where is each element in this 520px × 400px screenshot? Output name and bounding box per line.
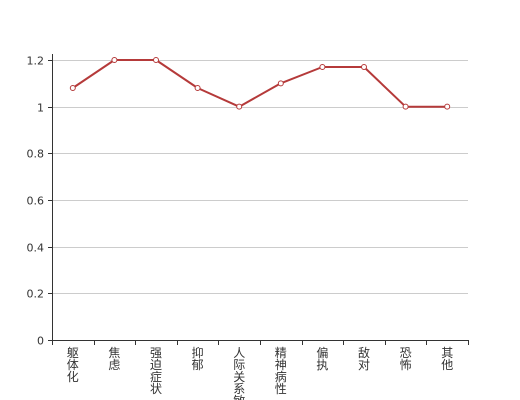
data-point	[194, 85, 201, 91]
x-tick-label: 焦虑	[108, 346, 120, 372]
y-tick-label: 0.8	[27, 148, 45, 161]
x-tick-label: 偏执	[316, 345, 328, 372]
x-tick-label: 其他	[441, 346, 453, 372]
y-tick-label: 0.2	[27, 288, 45, 301]
y-tick-label: 0	[37, 335, 44, 348]
x-axis-tick-labels: 躯体化 焦虑 强迫症状 抑郁 人际关系敏感 精神病性 偏执 敌对 恐怖 其他	[67, 345, 453, 400]
data-point	[361, 64, 367, 70]
x-tick-label: 强迫症状	[150, 346, 162, 396]
y-axis-tick-labels: 0 0.2 0.4 0.6 0.8 1 1.2	[27, 55, 45, 348]
x-tick-label: 躯体化	[67, 345, 79, 384]
data-point	[236, 103, 243, 110]
data-point	[153, 57, 159, 63]
data-point	[444, 103, 451, 110]
y-tick-label: 0.4	[27, 242, 45, 255]
data-point	[402, 103, 409, 110]
data-point	[277, 80, 284, 87]
x-tick-label: 敌对	[358, 345, 370, 372]
x-tick-label: 人际关系敏感	[233, 346, 245, 400]
data-point	[111, 57, 118, 63]
y-tick-label: 1.2	[27, 55, 45, 68]
x-tick-label: 恐怖	[400, 346, 412, 372]
y-tick-label: 1	[37, 102, 44, 115]
data-points	[69, 57, 451, 110]
x-tick-label: 精神病性	[275, 346, 287, 396]
series	[71, 59, 449, 108]
data-point	[319, 64, 326, 70]
data-point	[69, 85, 76, 91]
y-tick-label: 0.6	[27, 195, 45, 208]
x-tick-label: 抑郁	[192, 345, 204, 372]
series-line	[71, 59, 449, 108]
axes	[48, 54, 469, 345]
